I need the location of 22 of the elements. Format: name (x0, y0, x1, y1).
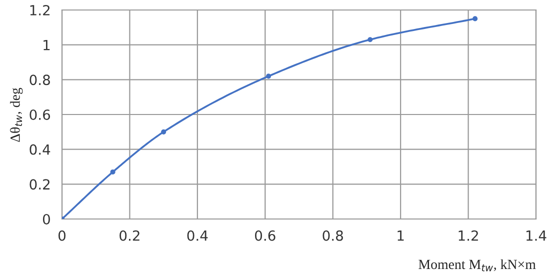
point (266, 74, 272, 79)
x-tick-label: 1.4 (526, 230, 546, 241)
y-tick-label: 1.2 (30, 4, 50, 16)
x-axis-title: Moment M$_{tw}$, kN×m (418, 259, 536, 272)
y-tick-label: 0.8 (30, 74, 50, 86)
point (368, 37, 373, 42)
y-tick-label: 0.6 (30, 109, 50, 120)
y-axis-title: Δθ$_{tw}$, deg (10, 88, 23, 142)
x-tick-label: 0.2 (120, 230, 140, 241)
point (472, 16, 478, 22)
y-tick-label: 0.4 (30, 144, 50, 155)
x-tick-label: 0 (58, 230, 66, 241)
y-tick-label: 0 (42, 214, 50, 224)
y-tick-label: 0.2 (30, 179, 50, 190)
y-tick-label: 1 (44, 40, 50, 50)
x-tick-label: 0.6 (255, 230, 276, 241)
x-tick-label: 1.2 (458, 230, 478, 241)
x-tick-label: 0.4 (187, 230, 208, 241)
point (161, 129, 166, 134)
point (110, 169, 116, 175)
x-tick-label: 0.8 (322, 230, 343, 241)
x-tick-label: 1 (398, 230, 404, 241)
